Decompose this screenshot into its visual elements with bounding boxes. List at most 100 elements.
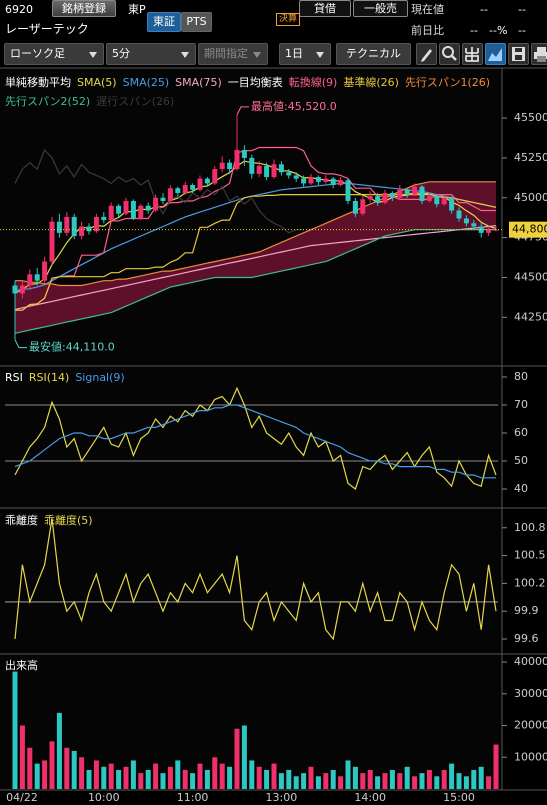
volume-bar bbox=[367, 769, 373, 789]
legend-label: 先行スパン2(52) bbox=[5, 95, 90, 108]
volume-bar bbox=[286, 769, 292, 789]
candle-body bbox=[271, 164, 277, 178]
icon bbox=[488, 48, 502, 61]
candle-body bbox=[301, 178, 307, 184]
legend-label: RSI(14) bbox=[29, 371, 69, 384]
volume-bar bbox=[64, 747, 70, 789]
candle-body bbox=[256, 165, 262, 174]
margin-button[interactable]: 貸借 bbox=[299, 0, 351, 17]
series-line bbox=[14, 229, 496, 334]
volume-bar bbox=[204, 769, 210, 789]
legend-label: SMA(25) bbox=[123, 76, 170, 89]
volume-bar bbox=[138, 773, 144, 789]
chart-type-select[interactable]: ローソク足 bbox=[4, 43, 104, 65]
annotation-label: 最高値:45,520.0 bbox=[251, 99, 337, 113]
sell-button[interactable]: 一般売 bbox=[353, 0, 408, 17]
candle-body bbox=[79, 226, 85, 237]
technical-button[interactable]: テクニカル bbox=[336, 43, 411, 65]
candle-body bbox=[27, 274, 33, 286]
volume-bar bbox=[449, 763, 455, 789]
y-tick-label: 100.2 bbox=[514, 576, 546, 589]
series-line bbox=[14, 148, 304, 234]
annotation-marker bbox=[14, 339, 27, 349]
candle-body bbox=[471, 223, 477, 227]
candle-body bbox=[204, 178, 210, 184]
candle-body bbox=[397, 189, 403, 198]
series-line bbox=[15, 146, 496, 311]
register-button[interactable]: 銘柄登録 bbox=[52, 0, 116, 17]
volume-bar bbox=[426, 769, 432, 789]
volume-bar bbox=[345, 760, 351, 789]
candle-body bbox=[434, 196, 440, 205]
volume-bar bbox=[190, 773, 196, 789]
candle-body bbox=[49, 221, 55, 262]
volume-bar bbox=[42, 760, 48, 789]
legend-label: RSI bbox=[5, 371, 23, 384]
candle-body bbox=[404, 189, 410, 195]
icon bbox=[465, 47, 479, 62]
candle-body bbox=[463, 218, 469, 224]
candle-body bbox=[375, 196, 381, 203]
volume-bar bbox=[382, 773, 388, 789]
volume-bar bbox=[167, 766, 173, 789]
candle-body bbox=[412, 186, 418, 195]
volume-bar bbox=[486, 776, 492, 789]
volume-bar bbox=[145, 769, 151, 789]
icon bbox=[421, 49, 432, 62]
candle-body bbox=[323, 178, 329, 182]
candle-body bbox=[382, 192, 388, 203]
candle-body bbox=[138, 205, 144, 219]
range-select[interactable]: 1日 bbox=[279, 43, 331, 65]
volume-bar bbox=[212, 757, 218, 789]
export-icon[interactable] bbox=[462, 43, 483, 65]
price-label: 現在値 bbox=[411, 3, 444, 16]
volume-bar bbox=[352, 766, 358, 789]
save-icon[interactable] bbox=[508, 43, 529, 65]
button-text: テクニカル bbox=[346, 47, 401, 60]
candle-body bbox=[101, 216, 107, 221]
candle-body bbox=[441, 197, 447, 205]
market: 東P bbox=[128, 3, 146, 16]
last-price-label: 44,800 bbox=[512, 223, 547, 236]
volume-bar bbox=[441, 769, 447, 789]
draw-icon[interactable] bbox=[416, 43, 437, 65]
candle-body bbox=[212, 169, 218, 184]
series-line bbox=[15, 181, 496, 287]
period-select[interactable]: 期間指定 bbox=[198, 43, 268, 65]
y-tick-label: 50 bbox=[514, 454, 528, 467]
select-text: ローソク足 bbox=[10, 47, 65, 60]
volume-bar bbox=[301, 773, 307, 789]
candle-body bbox=[286, 172, 292, 176]
candle-body bbox=[449, 197, 455, 211]
volume-bar bbox=[256, 766, 262, 789]
volume-bar bbox=[412, 776, 418, 789]
chart-mode-icon[interactable] bbox=[485, 43, 506, 65]
volume-bar bbox=[315, 776, 321, 789]
price-time: -- bbox=[518, 3, 526, 16]
zoom-icon[interactable] bbox=[439, 43, 460, 65]
candle-body bbox=[153, 197, 159, 211]
earnings-badge: 決算 bbox=[276, 13, 301, 26]
volume-bar bbox=[12, 671, 18, 789]
series-line bbox=[14, 386, 497, 490]
candle-body bbox=[42, 261, 48, 281]
candle-body bbox=[227, 162, 233, 170]
y-tick-label: 80 bbox=[514, 370, 528, 383]
candle-body bbox=[389, 192, 395, 198]
interval-select[interactable]: 5分 bbox=[106, 43, 196, 65]
icon bbox=[442, 46, 457, 61]
volume-bar bbox=[375, 776, 381, 789]
market-tab[interactable]: 東証 bbox=[147, 12, 181, 32]
select-text: 期間指定 bbox=[204, 47, 248, 60]
candle-body bbox=[293, 175, 299, 179]
volume-bar bbox=[456, 773, 462, 789]
market-tab[interactable]: PTS bbox=[181, 12, 212, 32]
volume-bar bbox=[419, 773, 425, 789]
candle-body bbox=[108, 205, 114, 221]
volume-bar bbox=[264, 769, 270, 789]
print-icon[interactable] bbox=[531, 43, 547, 65]
legend-label: SMA(75) bbox=[175, 76, 222, 89]
candle-body bbox=[93, 216, 99, 232]
candle-body bbox=[360, 199, 366, 214]
candle-body bbox=[249, 157, 255, 174]
